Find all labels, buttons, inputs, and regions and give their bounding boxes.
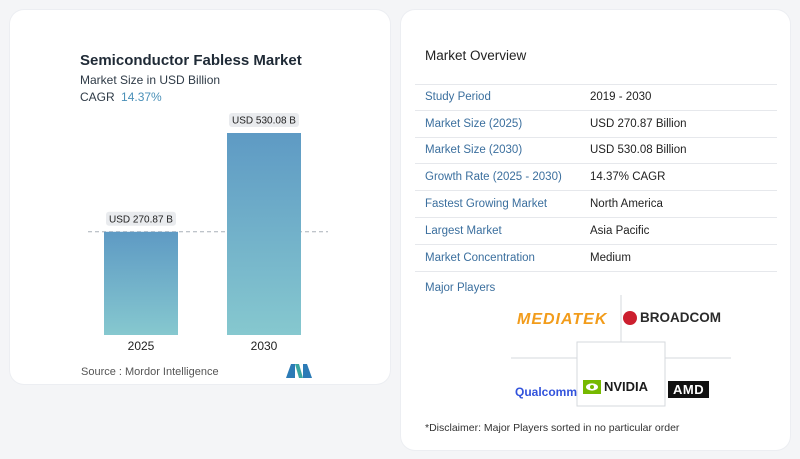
row-value: 14.37% CAGR [590,171,666,184]
x-tick-label: 2030 [251,339,278,353]
bar-chart: USD 270.87 B 2025 USD 530.08 B 2030 [88,113,328,353]
bar-2025 [104,231,178,335]
overview-row: Fastest Growing Market North America [415,191,777,218]
chart-subtitle: Market Size in USD Billion [80,73,221,87]
row-label: Market Size (2030) [425,144,523,157]
overview-row: Study Period 2019 - 2030 [415,84,777,111]
nvidia-logo: NVIDIA [583,379,648,394]
row-value: Asia Pacific [590,224,650,237]
amd-logo: AMD [668,381,710,398]
row-label: Market Size (2025) [425,117,523,130]
row-label: Growth Rate (2025 - 2030) [425,171,562,184]
row-label: Market Concentration [425,251,535,264]
overview-row: Market Size (2030) USD 530.08 Billion [415,138,777,165]
data-label-bg [106,211,176,226]
overview-row: Market Size (2025) USD 270.87 Billion [415,111,777,138]
row-label: Fastest Growing Market [425,198,548,211]
row-value: North America [590,198,663,211]
market-overview-card: Market Overview Study Period 2019 - 2030… [401,10,790,450]
logo-grid-lines [511,295,731,407]
overview-row: Growth Rate (2025 - 2030) 14.37% CAGR [415,164,777,192]
data-label: USD 530.08 B [232,116,296,127]
major-players-label: Major Players [425,282,496,294]
players-logo-grid: MEDIATEK BROADCOM Qualcomm NVIDIA AMD [511,288,731,408]
overview-title: Market Overview [425,48,527,63]
nvidia-wordmark: NVIDIA [604,379,649,394]
broadcom-logo: BROADCOM [623,310,721,325]
bar-2030 [227,133,301,335]
row-value: 2019 - 2030 [590,91,652,104]
data-label-bg [229,113,299,127]
mediatek-logo: MEDIATEK [517,311,608,328]
row-value: USD 270.87 Billion [590,117,687,130]
overview-row: Market Concentration Medium [415,245,777,272]
row-value: USD 530.08 Billion [590,144,687,157]
broadcom-mark-icon [623,310,637,325]
broadcom-wordmark: BROADCOM [640,310,721,325]
row-value: Medium [590,251,631,264]
row-label: Study Period [425,91,491,104]
nvidia-eye-icon [583,379,601,394]
source-text: Source : Mordor Intelligence [81,366,219,378]
overview-table: Study Period 2019 - 2030 Market Size (20… [415,84,777,272]
chart-title: Semiconductor Fabless Market [80,52,302,69]
chart-cagr: CAGR 14.37% [80,90,162,104]
x-tick-label: 2025 [128,339,155,353]
row-label: Largest Market [425,224,502,237]
cagr-value: 14.37% [121,90,162,104]
disclaimer-text: *Disclaimer: Major Players sorted in no … [425,422,680,434]
qualcomm-logo: Qualcomm [515,385,578,399]
cagr-label: CAGR [80,90,115,104]
mordor-logo-icon [286,364,312,378]
overview-row: Largest Market Asia Pacific [415,218,777,245]
data-label: USD 270.87 B [109,214,173,225]
market-chart-card: USD 270.87 B 2025 USD 530.08 B 2030 Semicon… [10,10,390,384]
